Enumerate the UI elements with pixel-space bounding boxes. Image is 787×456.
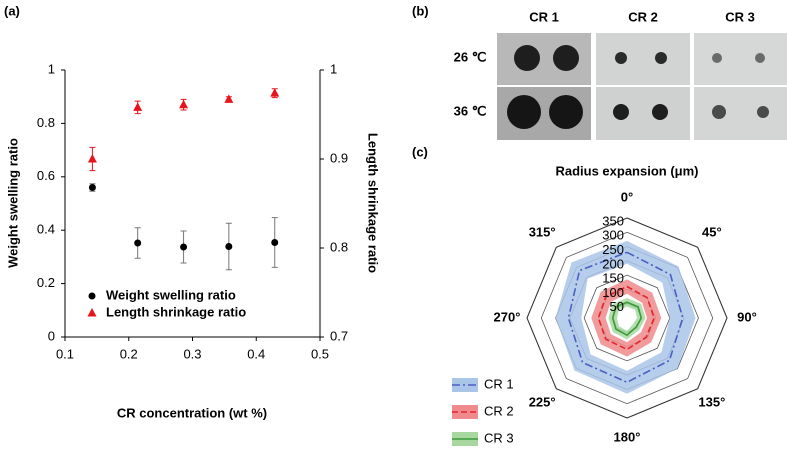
data-point [88, 183, 96, 191]
y-tick-label: 0.8 [37, 115, 55, 130]
sample-dot [712, 105, 726, 119]
panel-label: (c) [412, 144, 428, 159]
r-tick-label: 350 [602, 213, 624, 228]
data-point [271, 238, 279, 246]
legend-label: CR 1 [484, 376, 514, 391]
sample-dot [507, 95, 541, 129]
y2-tick-label: 0.8 [330, 239, 348, 254]
data-point [87, 308, 97, 317]
column-label: CR 2 [628, 9, 658, 24]
data-point [179, 99, 189, 109]
x-tick-label: 0.1 [56, 346, 74, 361]
sample-dot [712, 53, 722, 63]
r-tick-label: 150 [602, 271, 624, 286]
grid-line [540, 231, 714, 405]
row-label: 36 ℃ [454, 103, 487, 118]
y2-tick-label: 1 [330, 61, 337, 76]
sample-dot [514, 45, 540, 71]
x-tick-label: 0.3 [183, 346, 201, 361]
r-tick-label: 100 [602, 285, 624, 300]
angle-label: 135° [698, 394, 725, 409]
y-tick-label: 0.6 [37, 168, 55, 183]
sample-dot [615, 52, 627, 64]
photo-panel: (b) CR 1 CR 2 CR 3 26 ℃ 36 ℃ [412, 3, 787, 140]
error-band [591, 279, 662, 357]
angle-label: 0° [621, 189, 633, 204]
r-tick-label: 50 [610, 299, 624, 314]
legend-label: CR 2 [484, 403, 514, 418]
r-tick-label: 200 [602, 256, 624, 271]
sample-dot [613, 104, 629, 120]
r-tick-label: 250 [602, 242, 624, 257]
data-point [88, 292, 96, 300]
legend-label: Length shrinkage ratio [106, 304, 246, 319]
data-point [87, 154, 97, 163]
angle-label: 180° [614, 429, 641, 444]
x-tick-label: 0.2 [120, 346, 138, 361]
error-band [555, 240, 696, 394]
sample-dot [652, 104, 668, 120]
photo [596, 33, 690, 85]
photo [694, 87, 787, 140]
panel-label: (b) [412, 3, 429, 18]
legend-label: Weight swelling ratio [106, 287, 236, 302]
angle-label: 90° [737, 309, 757, 324]
angle-label: 45° [702, 225, 722, 240]
data-point [225, 242, 233, 250]
chart-title: Radius expansion (μm) [555, 163, 698, 178]
sample-dot [549, 95, 583, 129]
y-tick-label: 0.2 [37, 275, 55, 290]
sample-dot [755, 53, 765, 63]
row-label: 26 ℃ [454, 49, 487, 64]
angle-label: 225° [529, 394, 556, 409]
sample-dot [553, 45, 579, 71]
grid-line [583, 274, 671, 362]
x-tick-label: 0.4 [247, 346, 265, 361]
series-line [611, 301, 643, 337]
data-point [180, 243, 188, 251]
series-line [597, 285, 655, 351]
data-point [133, 102, 143, 111]
panel-label: (a) [4, 3, 20, 18]
sample-dot [655, 52, 667, 64]
r-tick-label: 300 [602, 228, 624, 243]
y-tick-label: 1 [48, 61, 55, 76]
angle-label: 270° [494, 309, 521, 324]
y2-tick-label: 0.7 [330, 328, 348, 343]
y-tick-label: 0.4 [37, 222, 55, 237]
outer-frame [526, 217, 728, 419]
sample-dot [757, 106, 769, 118]
y-tick-label: 0 [48, 328, 55, 343]
y2-tick-label: 0.9 [330, 150, 348, 165]
x-tick-label: 0.5 [311, 346, 329, 361]
y-axis-label: Weight swelling ratio [5, 138, 20, 268]
y2-axis-label: Length shrinkage ratio [366, 133, 381, 273]
data-point [270, 88, 280, 97]
column-label: CR 1 [529, 9, 559, 24]
legend-label: CR 3 [484, 430, 514, 445]
photo [694, 33, 787, 85]
angle-label: 315° [529, 225, 556, 240]
error-band [608, 298, 646, 340]
x-axis-label: CR concentration (wt %) [117, 405, 267, 420]
column-label: CR 3 [725, 9, 755, 24]
data-point [134, 239, 142, 247]
data-point [224, 94, 234, 103]
photo [596, 87, 690, 140]
